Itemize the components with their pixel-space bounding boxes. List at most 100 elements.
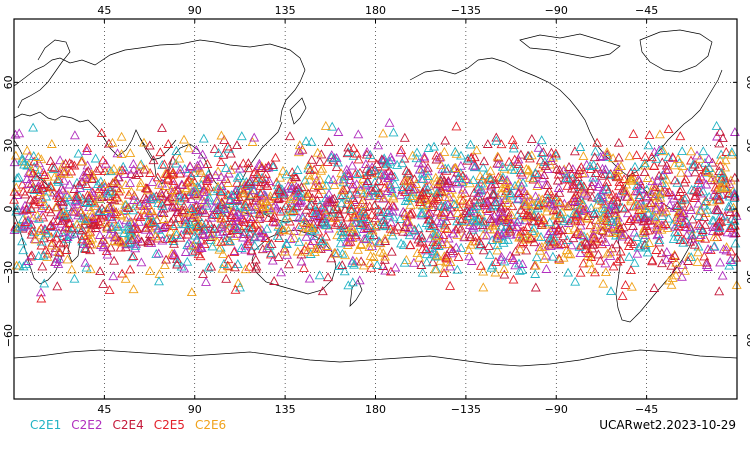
observation-triangle [677,161,688,171]
observation-triangle [392,221,403,231]
observation-triangle [388,212,399,222]
observation-triangle [283,181,294,191]
observation-triangle [416,208,426,218]
observation-triangle [539,170,550,179]
observation-triangle [615,254,626,264]
observation-triangle [272,230,283,240]
observation-triangle [502,175,513,185]
observation-triangle [701,165,711,175]
observation-triangle [270,152,281,162]
observation-triangle [266,238,277,248]
observation-triangle [490,196,500,206]
observation-triangle [420,195,431,205]
observation-triangle [689,239,700,249]
observation-triangle [311,175,322,185]
observation-triangle [457,170,468,180]
observation-triangle [46,240,57,250]
caption: UCARwet2.2023-10-29 [599,418,736,432]
observation-triangle [464,198,475,208]
observation-triangle [335,238,346,248]
observation-triangle [354,275,365,285]
observation-triangle [598,212,609,222]
observation-triangle [38,167,49,177]
observation-triangle [125,148,136,158]
observation-triangle [128,251,139,261]
observation-triangle [452,178,463,188]
observation-triangle [588,177,598,186]
observation-triangle [641,242,651,252]
observation-triangle [562,201,573,211]
observation-triangle [405,240,416,250]
observation-triangle [656,224,667,234]
observation-triangle [18,222,29,232]
observation-triangle [72,219,82,229]
observation-triangle [667,272,678,282]
observation-triangle [50,202,61,212]
observation-triangle [600,267,611,277]
observation-triangle [330,248,341,258]
observation-triangle [629,166,640,176]
observation-triangle [437,186,448,196]
observation-triangle [76,213,87,223]
observation-triangle [17,236,28,246]
observation-triangle [647,256,658,266]
observation-triangle [186,194,197,204]
observation-triangle [441,181,452,191]
observation-triangle [642,173,653,182]
observation-triangle [387,200,398,210]
observation-triangle [201,276,211,286]
observation-triangle [678,234,689,244]
observation-triangle [445,209,456,219]
observation-triangle [232,223,243,233]
observation-triangle [64,194,75,204]
observation-triangle [262,223,272,233]
observation-triangle [88,190,99,200]
observation-triangle [234,170,245,180]
observation-triangle [266,247,277,257]
observation-triangle [731,252,742,262]
observation-triangle [14,128,25,138]
observation-triangle [439,146,450,156]
observation-triangle [397,158,408,168]
observation-triangle [563,267,574,277]
observation-triangle [315,238,326,248]
observation-triangle [422,184,433,194]
observation-triangle [106,221,117,231]
observation-triangle [362,175,373,185]
observation-triangle [197,205,208,215]
observation-triangle [474,213,485,223]
legend: C2E1 C2E2 C2E4 C2E5 C2E6 [30,418,236,432]
observation-triangle [649,146,660,156]
observation-triangle [242,179,253,189]
observation-triangle [66,264,77,274]
observation-triangle [605,250,616,260]
observation-triangle [39,179,50,188]
observation-triangle [17,153,28,163]
observation-triangle [200,207,211,217]
observation-triangle [338,219,349,229]
observation-triangle [249,132,260,142]
observation-triangle [673,207,684,217]
observation-triangle [581,244,591,254]
observation-triangle [700,219,711,229]
observation-triangle [717,270,728,280]
observation-triangle [157,200,168,210]
observation-triangle [395,190,406,200]
observation-triangle [713,221,723,231]
observation-triangle [234,163,245,173]
coast-eurasia-north [13,39,306,123]
observation-triangle [412,147,422,157]
observation-triangle [504,224,515,234]
observation-triangle [345,232,356,242]
observation-triangle [158,208,169,217]
observation-triangle [136,236,147,246]
observation-triangle [230,284,241,294]
observation-triangle [612,162,623,171]
observation-triangle [310,244,321,253]
observation-triangle [526,133,537,143]
observation-triangle [226,190,237,200]
observation-triangle [408,257,419,267]
observation-triangle [395,214,406,223]
observation-triangle [268,213,279,222]
observation-triangle [66,166,77,176]
